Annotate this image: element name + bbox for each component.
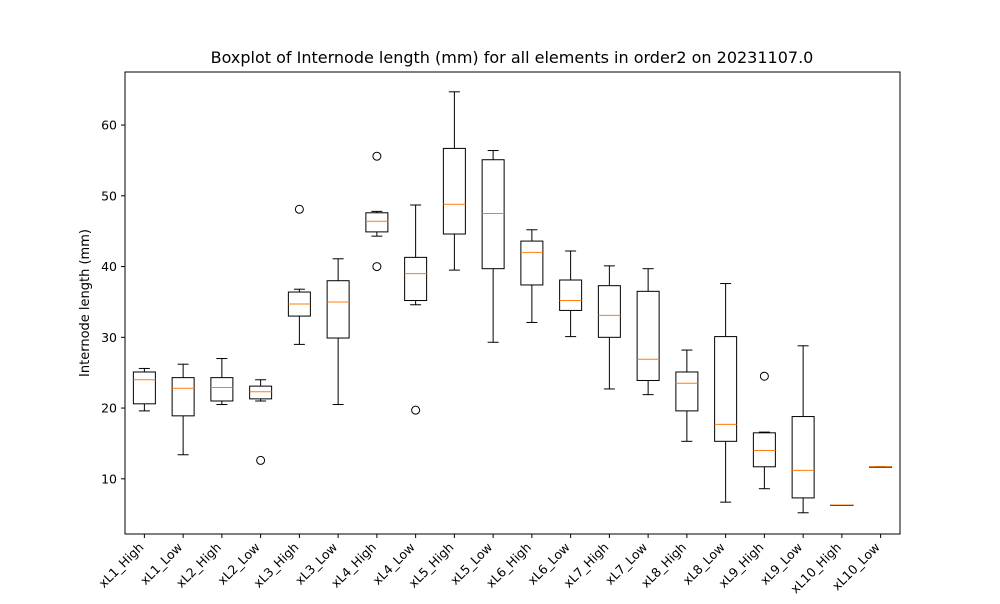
- box-iqr: [132, 371, 156, 405]
- box-iqr: [752, 432, 776, 468]
- plot-area: 102030405060xL1_HighxL1_LowxL2_HighxL2_L…: [95, 91, 893, 596]
- box-iqr: [791, 416, 815, 499]
- y-tick-label: 60: [101, 118, 117, 133]
- y-tick-label: 50: [101, 188, 117, 203]
- box-iqr: [559, 279, 583, 311]
- box-iqr: [249, 385, 273, 400]
- box-iqr: [442, 147, 466, 235]
- box-iqr: [597, 285, 621, 338]
- outlier-point: [256, 455, 266, 465]
- outlier-point: [372, 151, 382, 161]
- chart-title: Boxplot of Internode length (mm) for all…: [211, 48, 814, 67]
- outlier-point: [411, 405, 421, 415]
- y-axis-label: Internode length (mm): [78, 229, 93, 377]
- box-iqr: [365, 212, 389, 233]
- axes-frame: [124, 71, 901, 535]
- y-tick-label: 40: [101, 259, 117, 274]
- box-iqr: [210, 377, 234, 402]
- box-iqr: [404, 256, 428, 302]
- outlier-point: [372, 262, 382, 272]
- outlier-point: [759, 371, 769, 381]
- box-iqr: [326, 280, 350, 339]
- y-tick-label: 10: [101, 471, 117, 486]
- y-tick-label: 30: [101, 330, 117, 345]
- box-iqr: [171, 377, 195, 417]
- box-iqr: [636, 290, 660, 381]
- x-tick-label: xL1_High: [95, 540, 146, 591]
- box-iqr: [520, 240, 544, 286]
- y-tick-label: 20: [101, 401, 117, 416]
- box-iqr: [714, 336, 738, 442]
- outlier-point: [294, 204, 304, 214]
- box-iqr: [675, 371, 699, 412]
- box-iqr: [481, 159, 505, 270]
